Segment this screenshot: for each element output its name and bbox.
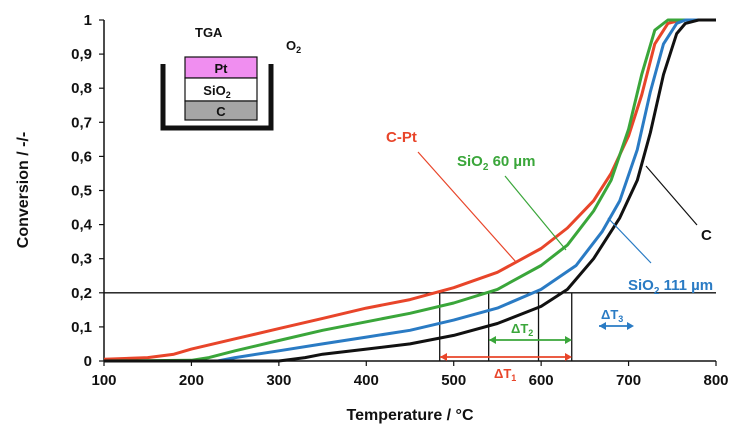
delta-t2-label: ΔT2 — [511, 321, 533, 338]
x-tick-label: 300 — [266, 372, 291, 389]
y-tick-label: 0,9 — [71, 46, 92, 63]
axis-ticks: 100 200 300 400 500 600 700 800 0 0,1 0,2 0,3 0,4 0,5… — [71, 12, 728, 389]
y-tick-label: 0,1 — [71, 319, 92, 336]
x-tick-label: 700 — [616, 372, 641, 389]
label-sio2-60: SiO2 60 µm — [457, 153, 535, 173]
conversion-curves — [103, 18, 716, 363]
y-tick-label: 0,3 — [71, 251, 92, 268]
y-tick-label: 0,6 — [71, 148, 92, 165]
label-sio2-111-rest: 111 µm — [659, 277, 713, 294]
delta-t3-label: ΔT3 — [601, 307, 623, 324]
label-sio2-60-rest: 60 µm — [488, 153, 535, 170]
series-line — [104, 18, 716, 363]
y-tick-label: 0 — [84, 353, 92, 370]
y-axis-title: Conversion / -/- — [15, 132, 32, 248]
label-sio2-111-base: SiO — [628, 277, 654, 294]
pointer-sio2-60 — [504, 175, 567, 251]
y-tick-label: 1 — [84, 12, 92, 29]
pointer-c-pt — [417, 151, 517, 263]
y-tick-label: 0,2 — [71, 285, 92, 302]
layer-pt-label: Pt — [215, 61, 229, 76]
label-sio2-111-sub: 2 — [654, 286, 660, 297]
layer-c — [184, 100, 258, 121]
layer-sio2-label: SiO2 — [203, 83, 230, 100]
delta-t1-arrow — [440, 353, 572, 361]
x-tick-label: 500 — [441, 372, 466, 389]
inset-gas: O2 — [286, 38, 301, 55]
x-tick-label: 200 — [179, 372, 204, 389]
layer-c-label: C — [216, 104, 226, 119]
y-tick-label: 0,4 — [71, 217, 93, 234]
reference-lines — [104, 292, 716, 361]
x-axis-title: Temperature / °C — [346, 407, 473, 424]
delta-t1-label: ΔT1 — [494, 366, 516, 383]
x-tick-label: 800 — [703, 372, 728, 389]
y-tick-label: 0,5 — [71, 183, 92, 200]
y-tick-label: 0,7 — [71, 114, 92, 131]
delta-t3-arrow — [599, 322, 634, 330]
x-tick-label: 100 — [91, 372, 116, 389]
label-c: C — [701, 227, 712, 244]
crucible — [160, 64, 274, 131]
series-line — [104, 18, 716, 363]
series-line — [103, 18, 716, 361]
label-sio2-111: SiO2 111 µm — [628, 277, 713, 297]
label-sio2-60-sub: 2 — [483, 162, 489, 173]
y-tick-label: 0,8 — [71, 80, 92, 97]
x-tick-label: 600 — [529, 372, 554, 389]
pointer-c — [645, 165, 698, 226]
inset-title: TGA — [195, 25, 223, 40]
delta-t2-arrow — [489, 336, 572, 344]
label-c-pt: C-Pt — [386, 129, 417, 146]
series-line — [103, 18, 716, 363]
label-sio2-60-base: SiO — [457, 153, 483, 170]
pointer-sio2-111 — [607, 217, 652, 264]
x-tick-label: 400 — [354, 372, 379, 389]
tga-inset: TGA O2 Pt SiO2 C — [160, 25, 301, 131]
